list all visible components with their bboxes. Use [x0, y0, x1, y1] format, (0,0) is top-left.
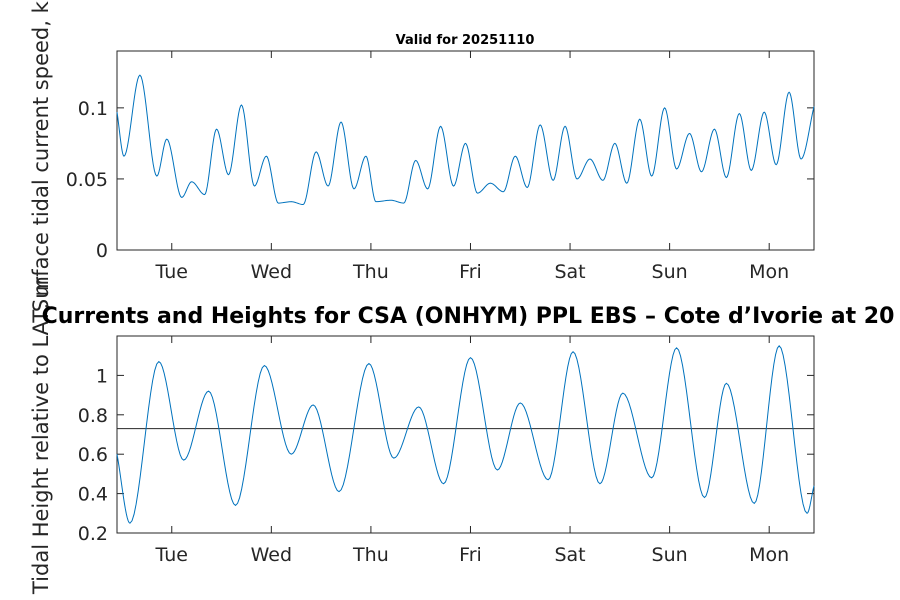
x-tick-label: Wed — [251, 544, 292, 566]
x-tick-label: Mon — [749, 544, 789, 566]
top-axes-box — [116, 50, 815, 251]
x-tick-label: Mon — [749, 261, 789, 283]
y-tick-label: 0.4 — [78, 484, 108, 506]
top-subplot: Valid for 20251110 0 0.05 0.1 Tue Wed Thu Fri… — [29, 0, 815, 312]
x-tick-label: Tue — [155, 261, 188, 283]
bottom-y-axis-label: Tidal Height relative to LAT, m — [29, 276, 53, 595]
x-tick-label: Sat — [554, 261, 585, 283]
x-tick-label: Sun — [652, 261, 688, 283]
x-tick-label: Fri — [459, 544, 482, 566]
y-tick-label: 0.1 — [78, 98, 108, 120]
y-tick-label: 0 — [96, 240, 108, 262]
top-x-ticks: Tue Wed Thu Fri Sat Sun Mon — [155, 51, 789, 283]
bottom-series-line — [116, 345, 815, 524]
main-chart-title: Currents and Heights for CSA (ONHYM) PPL… — [42, 304, 895, 329]
x-tick-label: Thu — [352, 261, 389, 283]
x-tick-label: Sat — [554, 544, 585, 566]
x-tick-label: Fri — [459, 261, 482, 283]
top-y-ticks: 0 0.05 0.1 — [66, 98, 814, 262]
y-tick-label: 0.8 — [78, 405, 108, 427]
y-tick-label: 0.2 — [78, 523, 108, 545]
bottom-axes-box — [116, 335, 815, 534]
x-tick-label: Sun — [652, 544, 688, 566]
top-y-axis-label: Surface tidal current speed, kn — [29, 0, 53, 312]
bottom-subplot: 0.2 0.4 0.6 0.8 1 Tue Wed Thu Fri Sat Sun Mon Tida… — [29, 276, 815, 595]
y-tick-label: 1 — [96, 365, 108, 387]
top-chart-title: Valid for 20251110 — [396, 33, 535, 48]
bottom-y-ticks: 0.2 0.4 0.6 0.8 1 — [78, 365, 814, 545]
x-tick-label: Tue — [155, 544, 188, 566]
x-tick-label: Thu — [352, 544, 389, 566]
y-tick-label: 0.6 — [78, 444, 108, 466]
x-tick-label: Wed — [251, 261, 292, 283]
y-tick-label: 0.05 — [66, 169, 108, 191]
bottom-x-ticks: Tue Wed Thu Fri Sat Sun Mon — [155, 336, 789, 566]
top-series-line — [116, 74, 815, 206]
